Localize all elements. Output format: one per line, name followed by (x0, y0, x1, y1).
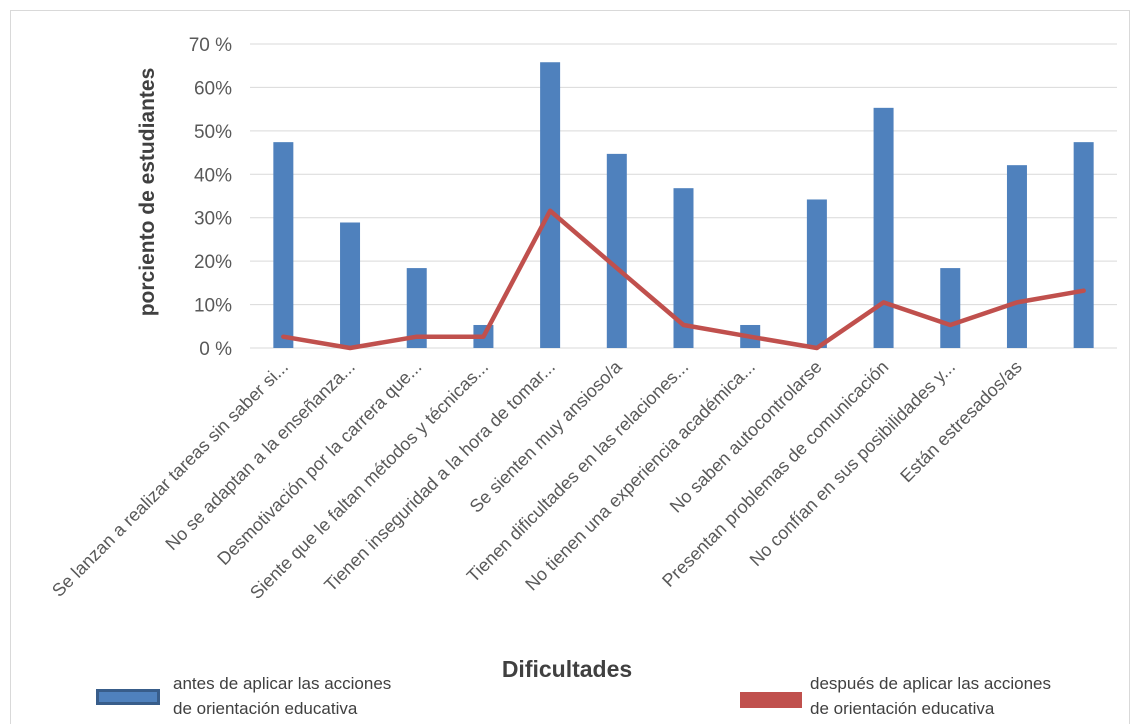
x-tick-label: No tienen una experiencia académica... (521, 357, 759, 595)
bar (673, 188, 694, 348)
x-tick-label: Tienen inseguridad a la hora de tomar... (320, 357, 559, 596)
y-tick-label: 70 % (189, 35, 232, 56)
x-tick-label: Siente que le faltan métodos y técnicas.… (246, 357, 492, 603)
bar (406, 268, 427, 348)
legend-bar-swatch (96, 689, 160, 705)
bar (540, 62, 561, 349)
y-tick-label: 10% (194, 296, 232, 317)
y-tick-labels: 0 % 10% 20% 30% 40% 50% 60% 70 % (189, 35, 232, 360)
y-tick-label: 40% (194, 165, 232, 186)
line-series-path (281, 208, 1086, 351)
bar (273, 142, 294, 348)
y-tick-label: 60% (194, 78, 232, 99)
legend-line-swatch (740, 692, 802, 708)
bar (1006, 165, 1027, 348)
legend-bar-label-line2: de orientación educativa (173, 699, 358, 718)
bar (806, 199, 827, 348)
x-axis-title: Dificultades (502, 656, 632, 682)
y-tick-label: 20% (194, 252, 232, 273)
bar (340, 222, 361, 348)
bar-series (273, 62, 1094, 349)
y-axis-title: porciento de estudiantes (136, 68, 159, 317)
bar (1073, 142, 1094, 348)
line-series (281, 208, 1086, 351)
x-tick-label: Se lanzan a realizar tareas sin saber si… (48, 357, 292, 601)
legend-line-label-line2: de orientación educativa (810, 699, 995, 718)
legend-line-label-line1: después de aplicar las acciones (810, 674, 1051, 693)
y-tick-label: 30% (194, 209, 232, 230)
y-tick-label: 50% (194, 122, 232, 143)
legend-bar-label-line1: antes de aplicar las acciones (173, 674, 392, 693)
bar (940, 268, 961, 348)
x-tick-labels: Se lanzan a realizar tareas sin saber si… (48, 356, 1026, 603)
bar (873, 107, 894, 348)
bar (606, 153, 627, 348)
y-tick-label: 0 % (199, 339, 232, 360)
x-tick-label: Están estresados/as (896, 357, 1025, 486)
chart-frame (10, 10, 1130, 724)
